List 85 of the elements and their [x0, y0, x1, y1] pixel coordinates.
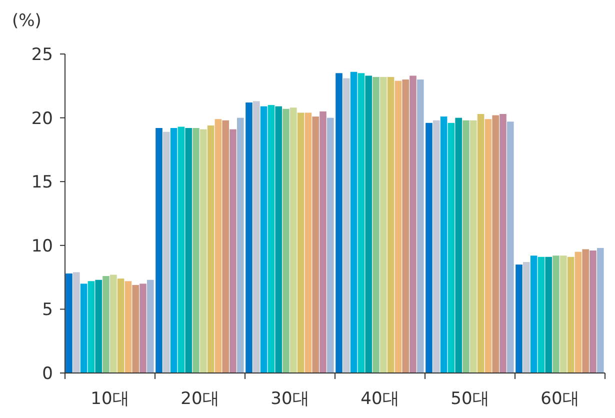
- bar: [372, 76, 380, 373]
- y-tick-label: 15: [31, 172, 53, 193]
- bar: [304, 112, 312, 373]
- bar: [523, 262, 530, 373]
- bar: [574, 252, 582, 373]
- bar: [552, 256, 560, 373]
- bar: [214, 119, 222, 373]
- bar: [410, 76, 416, 373]
- bar: [582, 249, 589, 373]
- bar: [268, 105, 275, 373]
- y-tick-label: 10: [31, 236, 53, 256]
- bar: [260, 106, 268, 373]
- bar: [312, 116, 319, 373]
- bar: [170, 128, 178, 373]
- bar: [530, 256, 538, 373]
- bar: [433, 120, 440, 373]
- bar: [95, 280, 102, 373]
- y-axis-title: (%): [12, 11, 42, 31]
- bar: [102, 276, 110, 373]
- bar: [290, 108, 297, 373]
- bar: [282, 108, 290, 373]
- bar: [66, 273, 72, 373]
- bar: [178, 126, 185, 373]
- bar: [426, 122, 432, 373]
- x-tick-label: 30대: [270, 389, 310, 409]
- bar: [484, 119, 492, 373]
- x-tick-label: 60대: [540, 389, 580, 409]
- bar: [156, 128, 162, 373]
- y-tick-label: 5: [42, 300, 53, 320]
- bar: [597, 248, 604, 373]
- bar: [73, 272, 80, 373]
- bar: [230, 129, 236, 373]
- bar: [516, 264, 522, 373]
- bar: [237, 118, 244, 373]
- y-tick-label: 20: [31, 108, 53, 129]
- bar: [590, 250, 596, 373]
- bar: [117, 278, 124, 373]
- bar: [538, 256, 545, 373]
- bar: [462, 120, 470, 373]
- bar: [124, 281, 132, 373]
- bar: [110, 274, 117, 373]
- bar: [207, 125, 214, 373]
- y-tick-label: 0: [42, 364, 53, 384]
- bar: [140, 284, 146, 373]
- bar: [192, 128, 200, 373]
- bar: [470, 120, 477, 373]
- bar: [440, 116, 448, 373]
- bar: [477, 114, 484, 373]
- bar: [336, 73, 342, 373]
- bar: [394, 80, 402, 373]
- bar: [327, 118, 334, 373]
- y-tick-label: 25: [31, 45, 53, 65]
- bar: [297, 112, 304, 373]
- bar: [320, 111, 326, 373]
- bar: [200, 129, 207, 373]
- bar: [350, 72, 358, 373]
- bar: [402, 80, 409, 373]
- bar: [358, 73, 365, 373]
- bar: [567, 256, 574, 373]
- bar: [507, 122, 514, 373]
- bar: [365, 76, 372, 373]
- bar: [163, 132, 170, 373]
- bar: [253, 101, 260, 373]
- x-tick-label: 20대: [180, 389, 220, 409]
- x-tick-label: 10대: [90, 389, 130, 409]
- bar: [545, 256, 552, 373]
- bar: [132, 284, 139, 373]
- bar: [88, 281, 95, 373]
- bar: [387, 76, 394, 373]
- bar: [500, 114, 506, 373]
- bar: [448, 122, 455, 373]
- bar: [80, 284, 88, 373]
- x-tick-label: 50대: [450, 389, 490, 409]
- bar: [560, 256, 567, 373]
- x-tick-label: 40대: [360, 389, 400, 409]
- bar: [222, 120, 229, 373]
- bar: [185, 128, 192, 373]
- bar: [246, 102, 252, 373]
- bar: [492, 115, 499, 373]
- bar: [147, 280, 154, 373]
- bar: [417, 80, 424, 373]
- bar: [380, 76, 387, 373]
- bar: [343, 78, 350, 373]
- bar: [275, 106, 282, 373]
- bar: [455, 118, 462, 373]
